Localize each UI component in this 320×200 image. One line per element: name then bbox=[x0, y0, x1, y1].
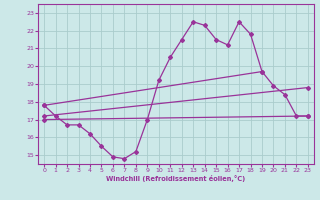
X-axis label: Windchill (Refroidissement éolien,°C): Windchill (Refroidissement éolien,°C) bbox=[106, 175, 246, 182]
